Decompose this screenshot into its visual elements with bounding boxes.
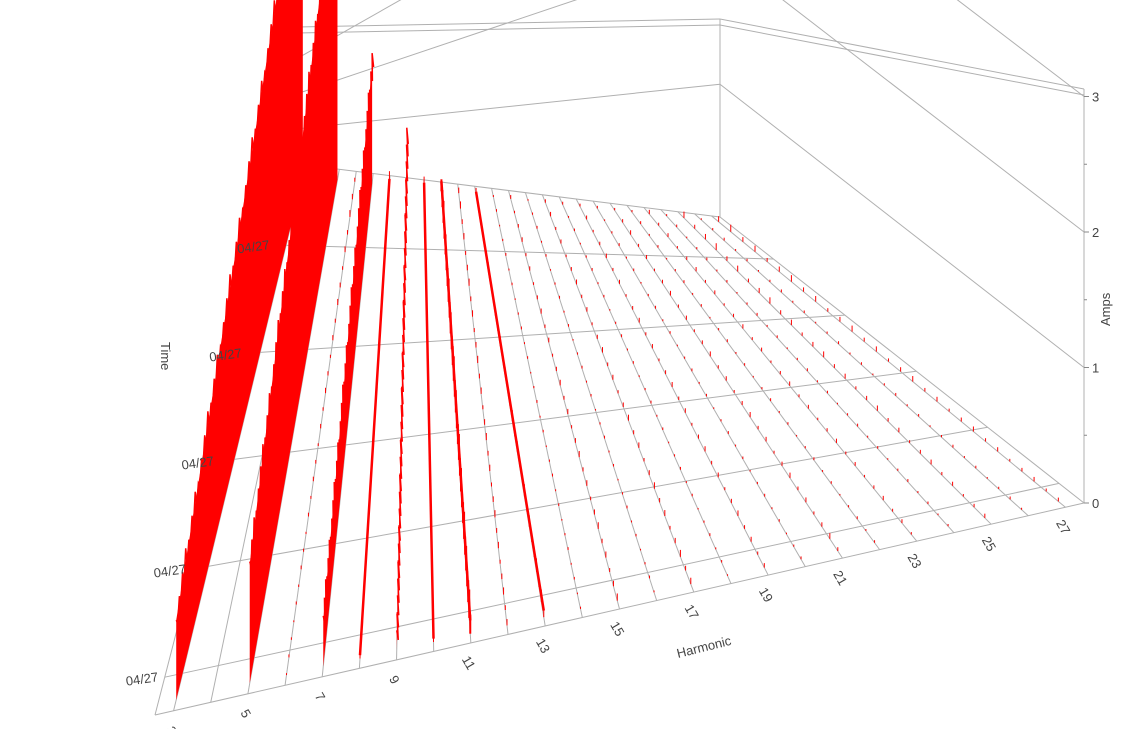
x-tick-label: 9 — [386, 673, 403, 687]
back-wall-gridline — [296, 0, 402, 60]
floor-right-edge — [719, 216, 1085, 504]
harmonic-bar-spikes — [322, 53, 375, 624]
z-tick-label: 3 — [1092, 90, 1099, 105]
y-tick-label: 04/27 — [125, 669, 159, 688]
x-tick-label: 19 — [756, 585, 776, 605]
harmonic-bar-ridge — [474, 191, 546, 611]
x-tick-label: 3 — [163, 724, 180, 729]
x-tick-label: 25 — [979, 534, 999, 554]
back-wall-top-edge-inner — [296, 24, 721, 34]
right-wall-gridline — [719, 83, 1085, 368]
harmonic-bar-wall — [249, 0, 338, 684]
harmonic-bar-spikes — [396, 127, 410, 641]
floor-harmonic-gridline — [558, 196, 732, 584]
y-tick-label: 04/27 — [181, 453, 215, 472]
y-tick-label: 04/27 — [208, 345, 242, 364]
harmonic-bar-ridge — [422, 182, 435, 639]
y-axis-title: Time — [158, 342, 173, 370]
x-tick-label: 17 — [682, 602, 702, 622]
y-tick-label: 04/27 — [236, 237, 270, 256]
right-wall-gridline — [956, 0, 1085, 97]
back-wall-gridline — [296, 0, 578, 95]
x-tick-label: 5 — [237, 707, 254, 721]
x-tick-label: 27 — [1053, 517, 1073, 537]
harmonic-bar-ridge — [440, 181, 472, 621]
x-tick-label: 7 — [312, 690, 329, 704]
harmonic-bar-spikes — [175, 0, 278, 627]
x-tick-label: 11 — [459, 653, 479, 672]
bar-series — [175, 0, 1059, 700]
harmonic-bar-wall — [176, 0, 303, 700]
harmonic-bar-ridge — [358, 178, 391, 656]
x-tick-label: 23 — [905, 551, 925, 571]
z-axis-title: Amps — [1098, 292, 1113, 326]
right-wall-top-edge-inner — [719, 24, 1085, 96]
z-tick-label: 0 — [1092, 496, 1099, 511]
floor-harmonic-gridline — [575, 198, 769, 576]
z-tick-label: 1 — [1092, 361, 1099, 376]
x-tick-label: 13 — [533, 636, 553, 656]
right-wall-gridline — [782, 0, 1085, 233]
y-tick-label: 04/27 — [153, 561, 187, 580]
z-tick-label: 2 — [1092, 225, 1099, 240]
back-wall-gridline — [296, 83, 721, 130]
right-wall-top-edge — [719, 18, 1085, 90]
harmonic-bar-spikes — [249, 0, 321, 568]
x-tick-label: 21 — [830, 568, 850, 588]
x-tick-label: 15 — [607, 619, 627, 639]
x-axis-title: Harmonic — [675, 633, 733, 661]
back-walls — [296, 0, 1085, 503]
